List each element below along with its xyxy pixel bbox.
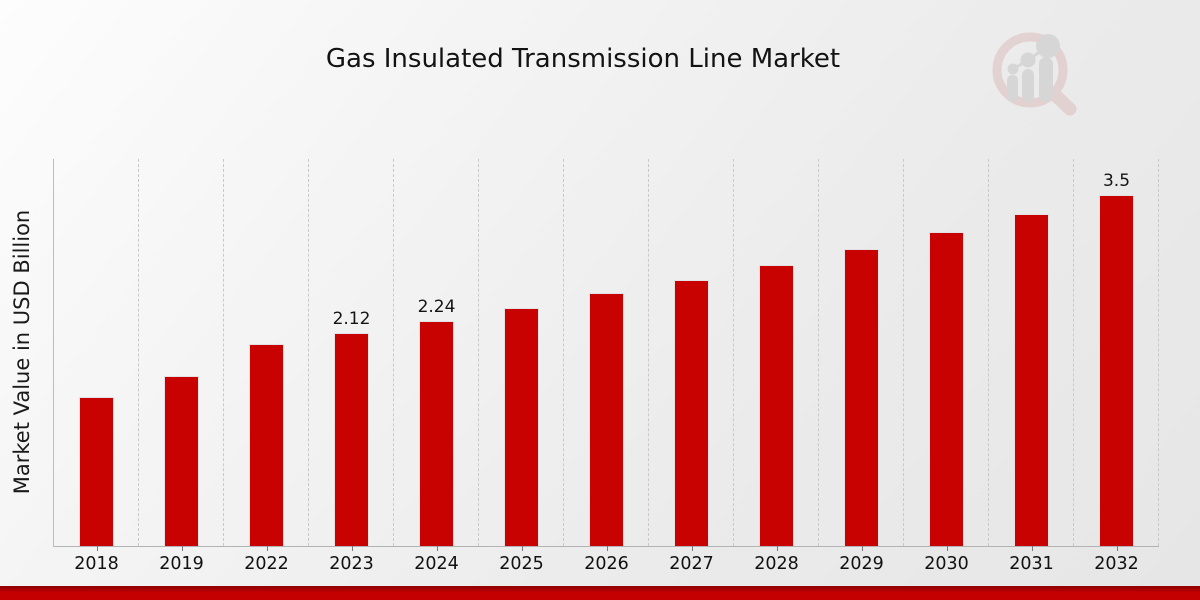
bar-2026 [589, 293, 624, 546]
y-axis-label: Market Value in USD Billion [10, 209, 34, 495]
chart-title: Gas Insulated Transmission Line Market [325, 44, 841, 74]
bar-2023 [334, 333, 369, 546]
gridline [138, 159, 139, 546]
x-axis-label-2032: 2032 [1094, 554, 1139, 574]
x-axis-label-2018: 2018 [74, 554, 119, 574]
x-axis-label-2029: 2029 [839, 554, 884, 574]
bar-2024 [419, 321, 454, 546]
gridline [733, 159, 734, 546]
x-axis-label-2031: 2031 [1009, 554, 1054, 574]
x-axis-tick [606, 546, 608, 551]
plot-area: 2018 2019 2022 2.12 2023 2.24 2024 2025 2026 2027… [53, 159, 1159, 574]
x-axis-tick [1116, 546, 1118, 551]
x-axis-label-2025: 2025 [499, 554, 544, 574]
gridline [478, 159, 479, 546]
x-axis-label-2028: 2028 [754, 554, 799, 574]
x-axis-tick [691, 546, 693, 551]
x-axis-tick [776, 546, 778, 551]
bar-value-label-2032: 3.5 [1102, 171, 1131, 191]
bar-value-label-2023: 2.12 [332, 309, 371, 329]
x-axis-tick [96, 546, 98, 551]
x-axis-label-2022: 2022 [244, 554, 289, 574]
gridline [818, 159, 819, 546]
gridline [903, 159, 904, 546]
gridline [223, 159, 224, 546]
x-axis-label-2023: 2023 [329, 554, 374, 574]
bar-value-label-2024: 2.24 [417, 297, 456, 317]
gridline [563, 159, 564, 546]
gridline [393, 159, 394, 546]
gridline [308, 159, 309, 546]
gridline [988, 159, 989, 546]
magnifier-growth-chart-logo-icon [992, 32, 1077, 116]
x-axis-label-2024: 2024 [414, 554, 459, 574]
x-axis-tick [181, 546, 183, 551]
x-axis-tick [861, 546, 863, 551]
x-axis-tick [521, 546, 523, 551]
gridline [1158, 159, 1159, 546]
x-axis-tick [436, 546, 438, 551]
bar-2029 [844, 249, 879, 546]
bar-2025 [504, 308, 539, 546]
bar-2018 [79, 397, 114, 546]
bar-2022 [249, 344, 284, 546]
bar-2030 [929, 232, 964, 546]
bar-2028 [759, 265, 794, 546]
x-axis-label-2026: 2026 [584, 554, 629, 574]
bar-2027 [674, 280, 709, 546]
x-axis-tick [266, 546, 268, 551]
x-axis-tick [1031, 546, 1033, 551]
x-axis-tick [351, 546, 353, 551]
x-axis-label-2027: 2027 [669, 554, 714, 574]
footer-accent-bar [0, 586, 1200, 600]
bar-2032 [1099, 195, 1134, 546]
x-axis-tick [946, 546, 948, 551]
bar-2019 [164, 376, 199, 546]
x-axis-label-2030: 2030 [924, 554, 969, 574]
gridline [1073, 159, 1074, 546]
x-axis-label-2019: 2019 [159, 554, 204, 574]
bar-2031 [1014, 214, 1049, 546]
gridline [648, 159, 649, 546]
